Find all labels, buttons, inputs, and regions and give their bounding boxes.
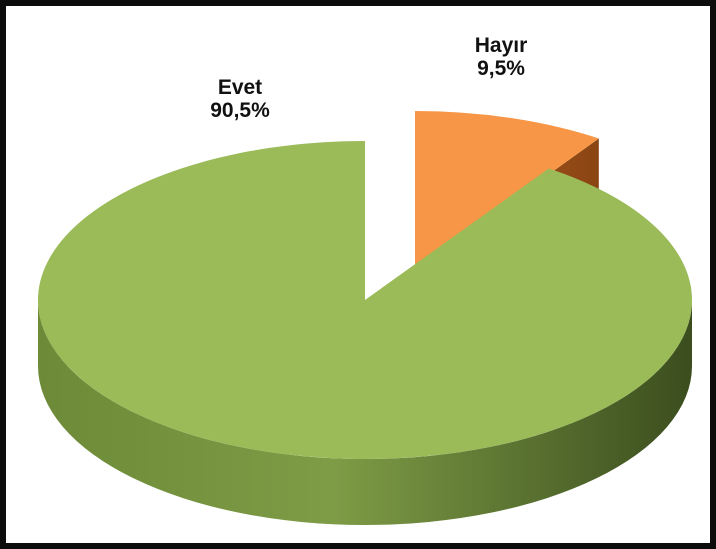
slice-label-evet: Evet 90,5%	[178, 76, 302, 122]
pie-chart	[37, 111, 693, 525]
slice-value-evet: 90,5%	[210, 99, 270, 122]
slice-label-hayir: Hayır 9,5%	[456, 34, 546, 80]
slice-side-evet	[38, 300, 692, 525]
slice-value-hayir: 9,5%	[477, 57, 525, 80]
slice-top-evet	[37, 141, 693, 459]
slice-top-hayir	[415, 111, 599, 270]
slice-name-evet: Evet	[217, 76, 263, 99]
slice-name-hayir: Hayır	[474, 34, 528, 57]
